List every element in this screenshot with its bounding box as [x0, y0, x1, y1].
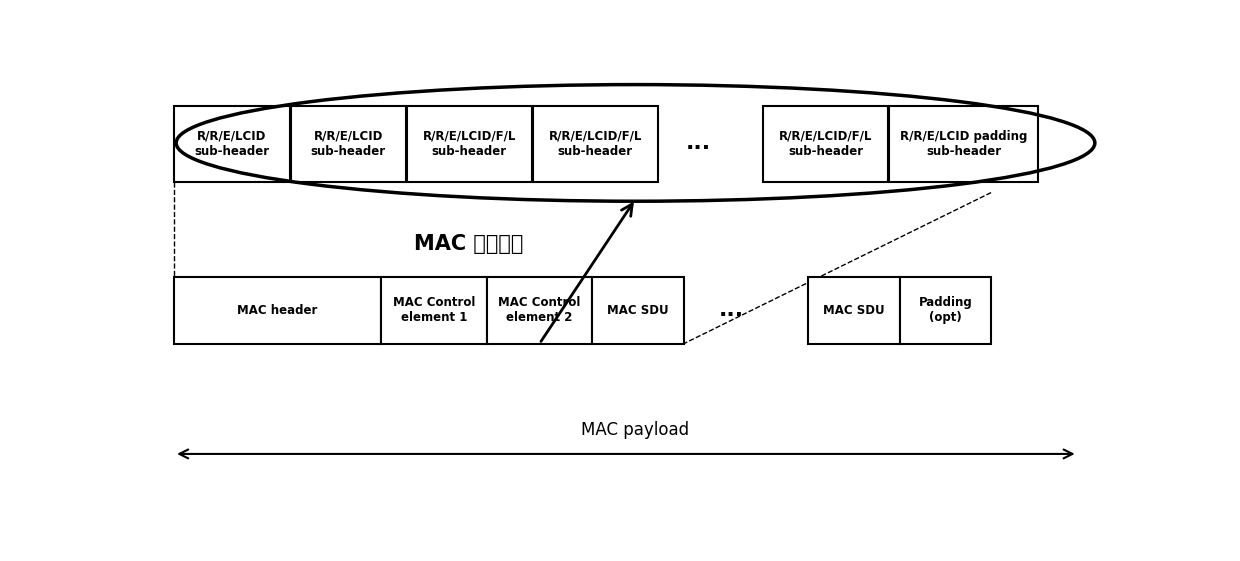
Text: Padding
(opt): Padding (opt)	[919, 296, 972, 324]
Bar	[486, 277, 593, 344]
Bar	[764, 106, 888, 182]
Bar	[174, 277, 381, 344]
Text: R/R/E/LCID
sub-header: R/R/E/LCID sub-header	[310, 130, 386, 158]
Bar	[533, 106, 657, 182]
Text: MAC Control
element 1: MAC Control element 1	[393, 296, 475, 324]
Text: R/R/E/LCID
sub-header: R/R/E/LCID sub-header	[195, 130, 269, 158]
Text: R/R/E/LCID/F/L
sub-header: R/R/E/LCID/F/L sub-header	[548, 130, 642, 158]
Text: MAC header: MAC header	[237, 304, 317, 317]
Bar	[889, 106, 1038, 182]
Bar	[290, 106, 405, 182]
Bar	[174, 106, 289, 182]
Text: MAC 层子头部: MAC 层子头部	[414, 234, 523, 255]
Text: R/R/E/LCID/F/L
sub-header: R/R/E/LCID/F/L sub-header	[423, 130, 516, 158]
Text: ...: ...	[719, 300, 744, 320]
Text: R/R/E/LCID padding
sub-header: R/R/E/LCID padding sub-header	[900, 130, 1028, 158]
Bar	[593, 277, 683, 344]
Bar	[381, 277, 486, 344]
Bar	[900, 277, 991, 344]
Bar	[407, 106, 532, 182]
Text: MAC payload: MAC payload	[582, 421, 689, 439]
Bar	[808, 277, 900, 344]
Text: MAC SDU: MAC SDU	[608, 304, 668, 317]
Text: R/R/E/LCID/F/L
sub-header: R/R/E/LCID/F/L sub-header	[779, 130, 873, 158]
Text: ...: ...	[686, 133, 711, 153]
Text: MAC Control
element 2: MAC Control element 2	[498, 296, 580, 324]
Text: MAC SDU: MAC SDU	[823, 304, 885, 317]
